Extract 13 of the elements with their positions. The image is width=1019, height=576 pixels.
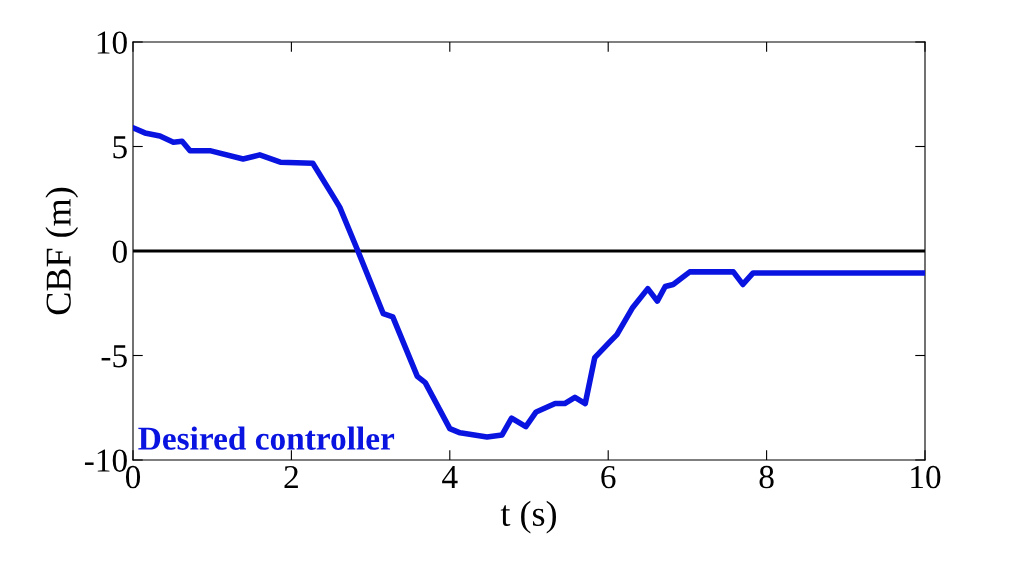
x-tick-label: 2 <box>284 465 298 488</box>
x-tick-label: 6 <box>601 465 616 489</box>
x-tick-label: 4 <box>442 466 458 488</box>
y-tick-label: -5 <box>101 345 127 368</box>
y-tick-label: 5 <box>113 136 127 159</box>
y-tick-label: 0 <box>112 240 127 263</box>
annotation: Desired controller <box>138 426 395 450</box>
y-tick-label: 10 <box>97 31 127 54</box>
y-tick-label: -10 <box>84 449 127 472</box>
x-axis-title: t (s) <box>500 500 556 534</box>
x-tick-label: 10 <box>911 465 941 489</box>
x-tick-label: 8 <box>759 465 774 489</box>
y-axis-title: CBF (m) <box>45 187 79 315</box>
